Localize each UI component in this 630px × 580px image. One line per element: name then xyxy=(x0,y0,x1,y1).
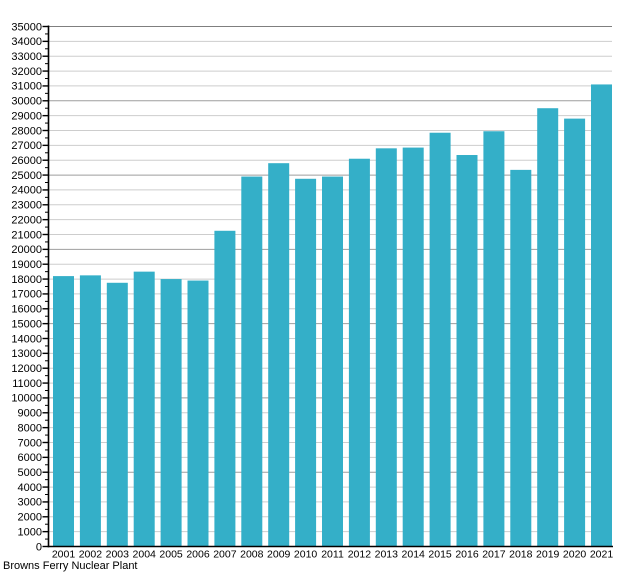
bar-2012 xyxy=(348,158,370,547)
bar-2001 xyxy=(53,276,74,547)
bar-2005 xyxy=(160,279,182,547)
y-axis-label: 26000 xyxy=(11,155,42,167)
y-axis-label: 3000 xyxy=(18,497,42,509)
bar-2016 xyxy=(456,155,478,547)
y-axis-label: 15000 xyxy=(11,318,42,330)
bar-2004 xyxy=(133,271,155,547)
x-axis-label: 2021 xyxy=(590,549,614,561)
y-axis-label: 18000 xyxy=(11,274,42,286)
y-axis-label: 22000 xyxy=(11,214,42,226)
x-axis-label: 2020 xyxy=(563,549,587,561)
y-axis-label: 35000 xyxy=(11,21,42,33)
y-axis-label: 32000 xyxy=(11,66,42,78)
x-axis-label: 2006 xyxy=(186,549,210,561)
y-axis-label: 2000 xyxy=(18,512,42,524)
x-axis-label: 2005 xyxy=(159,549,183,561)
bars xyxy=(53,84,612,547)
bar-2003 xyxy=(106,282,128,547)
y-axis-label: 21000 xyxy=(11,229,42,241)
y-axis-label: 14000 xyxy=(11,333,42,345)
x-axis-label: 2017 xyxy=(482,549,506,561)
x-axis-label: 2008 xyxy=(240,549,264,561)
y-axis-label: 1000 xyxy=(18,526,42,538)
x-axis-label: 2011 xyxy=(321,549,344,561)
x-axis-label: 2009 xyxy=(267,549,291,561)
y-axis-ticks xyxy=(42,25,49,548)
y-axis-label: 27000 xyxy=(11,140,42,152)
y-axis-label: 30000 xyxy=(11,96,42,108)
bar-2010 xyxy=(295,178,317,547)
y-axis-label: 17000 xyxy=(11,289,42,301)
bar-2015 xyxy=(429,132,451,547)
bar-2017 xyxy=(483,131,505,547)
y-axis-label: 13000 xyxy=(11,348,42,360)
y-axis-label: 28000 xyxy=(11,125,42,137)
x-axis-label: 2016 xyxy=(455,549,479,561)
x-axis-label: 2015 xyxy=(428,549,452,561)
x-axis-label: 2003 xyxy=(106,549,130,561)
y-axis-label: 4000 xyxy=(18,482,42,494)
bar-2018 xyxy=(510,169,532,547)
y-axis-label: 24000 xyxy=(11,185,42,197)
y-axis-labels: 0 1000 2000 3000 4000 5000 6000 7000 8000 9000 100… xyxy=(11,21,42,553)
x-axis-label: 2013 xyxy=(375,549,399,561)
y-axis-label: 29000 xyxy=(11,110,42,122)
x-axis-label: 2007 xyxy=(213,549,237,561)
x-axis-label: 2002 xyxy=(79,549,103,561)
x-axis-label: 2001 xyxy=(52,549,76,561)
bar-2011 xyxy=(322,176,343,547)
chart-caption: Browns Ferry Nuclear Plant xyxy=(3,560,138,572)
x-axis-label: 2018 xyxy=(509,549,533,561)
x-axis-label: 2010 xyxy=(294,549,318,561)
x-axis-label: 2019 xyxy=(536,549,560,561)
y-axis-label: 8000 xyxy=(18,422,42,434)
y-axis-label: 16000 xyxy=(11,304,42,316)
y-axis-label: 25000 xyxy=(11,170,42,182)
bar-2021 xyxy=(591,84,612,547)
x-axis-labels: 2001 2002 2003 2004 2005 2006 2007 2008 2009 2010… xyxy=(52,549,614,561)
x-axis-label: 2012 xyxy=(348,549,372,561)
y-axis-label: 11000 xyxy=(12,378,42,390)
y-axis-label: 19000 xyxy=(11,259,42,271)
bar-2009 xyxy=(268,163,290,547)
y-axis-label: 23000 xyxy=(11,200,42,212)
x-axis-label: 2014 xyxy=(402,549,426,561)
y-axis-label: 34000 xyxy=(11,36,42,48)
y-axis-label: 5000 xyxy=(18,467,42,479)
bar-2019 xyxy=(537,108,559,547)
y-axis-label: 10000 xyxy=(11,393,42,405)
y-axis-label: 20000 xyxy=(11,244,42,256)
bar-2008 xyxy=(241,176,263,547)
y-axis-label: 7000 xyxy=(18,437,42,449)
y-axis-label: 31000 xyxy=(11,81,42,93)
x-axis-label: 2004 xyxy=(133,549,157,561)
y-axis-label: 12000 xyxy=(11,363,42,375)
bar-2006 xyxy=(187,280,209,547)
y-axis-label: 9000 xyxy=(18,408,42,420)
bar-2020 xyxy=(564,118,586,547)
y-axis-label: 33000 xyxy=(11,51,42,63)
bar-2014 xyxy=(402,147,424,547)
y-axis-label: 0 xyxy=(36,541,42,553)
bar-2013 xyxy=(375,148,397,547)
y-axis-label: 6000 xyxy=(18,452,42,464)
bar-2002 xyxy=(79,275,101,547)
bar-2007 xyxy=(214,230,236,547)
